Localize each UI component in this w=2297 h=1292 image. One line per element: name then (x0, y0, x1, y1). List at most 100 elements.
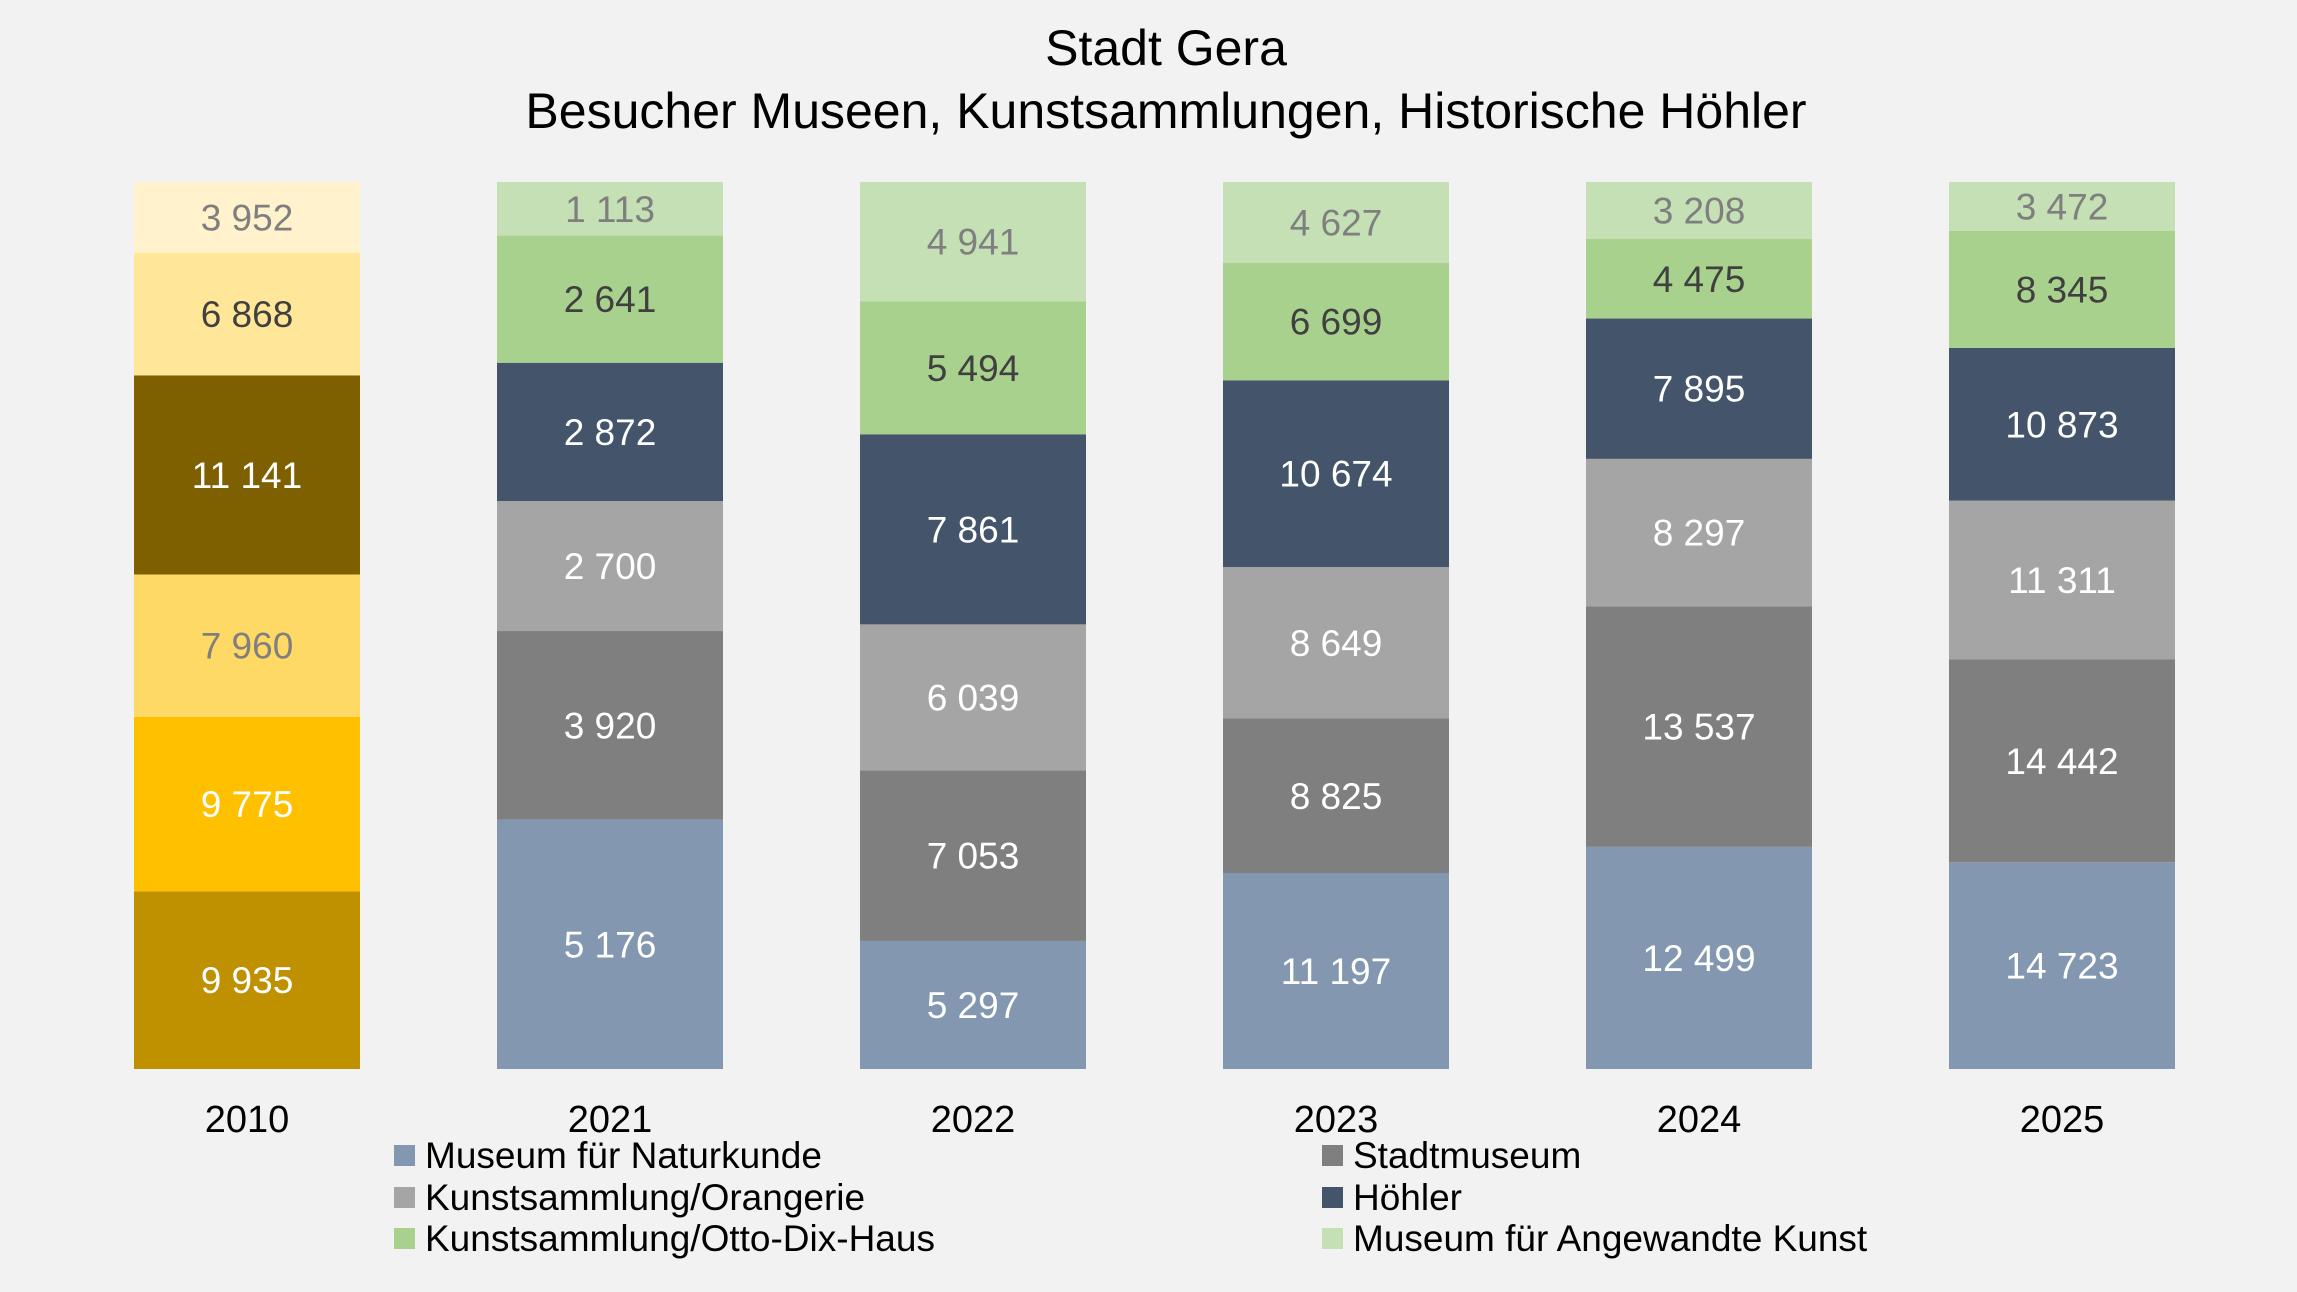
bar-segment-2021-hoehler-label: 2 872 (564, 412, 657, 453)
bar-segment-2024-kunstsammlung-orangerie (1586, 458, 1812, 607)
legend-item-museum-fuer-naturkunde: Museum für Naturkunde (394, 1135, 822, 1176)
bar-segment-2022-stadtmuseum-label: 7 053 (927, 836, 1020, 877)
legend-label: Museum für Naturkunde (425, 1135, 822, 1176)
bar-segment-2023-kunstsammlung-otto-dix-haus-label: 6 699 (1290, 302, 1383, 343)
bar-segment-2024-kunstsammlung-orangerie-label: 8 297 (1653, 513, 1746, 554)
bar-segment-2022-kunstsammlung-orangerie (860, 624, 1086, 771)
bar-segment-2024-stadtmuseum-label: 13 537 (1642, 707, 1755, 748)
legend-swatch (394, 1187, 415, 1208)
bar-segment-2010-1-label: 9 935 (201, 960, 294, 1001)
bar-segment-2010-4-label: 11 141 (192, 455, 302, 496)
bar-segment-2021-museum-fuer-naturkunde-label: 5 176 (564, 924, 657, 965)
bar-segment-2023-stadtmuseum-label: 8 825 (1290, 776, 1383, 817)
category-labels: 2010 2021 2022 2023 2024 2025 (205, 1099, 2105, 1141)
bar-segment-2025-hoehler-label: 10 873 (2005, 404, 2118, 445)
legend-item-stadtmuseum: Stadtmuseum (1322, 1135, 1581, 1176)
legend: Museum für Naturkunde Stadtmuseum Kunstsam… (394, 1135, 1868, 1259)
bar-segment-2023-kunstsammlung-otto-dix-haus (1223, 262, 1449, 381)
legend-item-kunstsammlung-orangerie: Kunstsammlung/Orangerie (394, 1177, 865, 1218)
bar-segment-2022-museum-fuer-angewandte-kunst (860, 182, 1086, 302)
bar-segment-2010-2 (134, 716, 360, 892)
legend-label: Stadtmuseum (1353, 1135, 1581, 1176)
bar-segment-2022-stadtmuseum (860, 770, 1086, 941)
bar-segment-2024-museum-fuer-naturkunde (1586, 846, 1812, 1069)
bar-segment-2023-museum-fuer-angewandte-kunst (1223, 182, 1449, 263)
legend-item-kunstsammlung-otto-dix-haus: Kunstsammlung/Otto-Dix-Haus (394, 1218, 935, 1259)
bar-segment-2022-kunstsammlung-orangerie-label: 6 039 (927, 677, 1020, 718)
bar-segment-2025-museum-fuer-naturkunde (1949, 862, 2175, 1069)
bar-segment-2023-museum-fuer-naturkunde-label: 11 197 (1281, 951, 1391, 992)
bar-segment-2025-stadtmuseum-label: 14 442 (2005, 741, 2118, 782)
bars-group: 9 935 9 775 7 960 11 141 6 868 3 952 5 176 3 92… (134, 182, 2175, 1069)
bar-segment-2023-kunstsammlung-orangerie-label: 8 649 (1290, 623, 1383, 664)
bar-segment-2021-museum-fuer-naturkunde (497, 819, 723, 1069)
bar-segment-2021-hoehler (497, 362, 723, 502)
bar-segment-2021-stadtmuseum (497, 631, 723, 820)
bar-segment-2025-hoehler (1949, 347, 2175, 501)
bar-segment-2010-5-label: 6 868 (201, 294, 294, 335)
legend-swatch (1322, 1145, 1343, 1166)
category-label-2022: 2022 (931, 1099, 1016, 1141)
bar-segment-2025-kunstsammlung-orangerie (1949, 500, 2175, 660)
bar-segment-2023-museum-fuer-naturkunde (1223, 872, 1449, 1069)
bar-segment-2022-hoehler (860, 434, 1086, 625)
bar-segment-2025-museum-fuer-angewandte-kunst (1949, 182, 2175, 231)
bar-segment-2021-stadtmuseum-label: 3 920 (564, 705, 657, 746)
bar-segment-2024-hoehler (1586, 318, 1812, 459)
bar-segment-2021-kunstsammlung-otto-dix-haus-label: 2 641 (564, 279, 657, 320)
bar-segment-2021-museum-fuer-angewandte-kunst (497, 182, 723, 236)
bar-segment-2010-6-label: 3 952 (201, 197, 294, 238)
legend-label: Museum für Angewandte Kunst (1353, 1218, 1868, 1259)
bar-segment-2025-kunstsammlung-orangerie-label: 11 311 (2008, 560, 2116, 601)
legend-label: Höhler (1353, 1177, 1462, 1218)
bar-segment-2025-stadtmuseum (1949, 659, 2175, 863)
bar-segment-2024-museum-fuer-angewandte-kunst-label: 3 208 (1653, 191, 1746, 232)
legend-label: Kunstsammlung/Orangerie (425, 1177, 865, 1218)
bar-segment-2024-kunstsammlung-otto-dix-haus-label: 4 475 (1653, 259, 1746, 300)
bar-segment-2022-museum-fuer-angewandte-kunst-label: 4 941 (927, 222, 1020, 263)
bar-segment-2010-3-label: 7 960 (201, 626, 294, 667)
legend-label: Kunstsammlung/Otto-Dix-Haus (425, 1218, 935, 1259)
bar-segment-2025-museum-fuer-naturkunde-label: 14 723 (2005, 946, 2118, 987)
bar-segment-2021-kunstsammlung-otto-dix-haus (497, 235, 723, 363)
bar-segment-2024-kunstsammlung-otto-dix-haus (1586, 239, 1812, 319)
bar-segment-2022-museum-fuer-naturkunde-label: 5 297 (927, 985, 1020, 1026)
category-label-2025: 2025 (2020, 1099, 2105, 1141)
bar-segment-2010-6 (134, 182, 360, 253)
category-label-2024: 2024 (1657, 1099, 1742, 1141)
bar-segment-2023-hoehler-label: 10 674 (1279, 454, 1392, 495)
legend-item-museum-fuer-angewandte-kunst: Museum für Angewandte Kunst (1322, 1218, 1868, 1259)
bar-segment-2024-museum-fuer-naturkunde-label: 12 499 (1642, 938, 1755, 979)
bar-segment-2010-5 (134, 252, 360, 376)
category-label-2010: 2010 (205, 1099, 290, 1141)
legend-swatch (394, 1145, 415, 1166)
bar-segment-2022-kunstsammlung-otto-dix-haus-label: 5 494 (927, 348, 1020, 389)
bar-segment-2023-museum-fuer-angewandte-kunst-label: 4 627 (1290, 202, 1383, 243)
bar-segment-2024-stadtmuseum (1586, 606, 1812, 847)
bar-segment-2021-kunstsammlung-orangerie (497, 501, 723, 632)
legend-item-hoehler: Höhler (1322, 1177, 1462, 1218)
chart-title-line-1: Stadt Gera (1045, 20, 1287, 76)
bar-segment-2024-hoehler-label: 7 895 (1653, 369, 1746, 410)
bar-segment-2010-4 (134, 375, 360, 575)
bar-segment-2021-museum-fuer-angewandte-kunst-label: 1 113 (565, 189, 655, 230)
bar-segment-2022-kunstsammlung-otto-dix-haus (860, 301, 1086, 435)
bar-segment-2022-museum-fuer-naturkunde (860, 940, 1086, 1069)
bar-segment-2010-3 (134, 574, 360, 717)
bar-segment-2023-stadtmuseum (1223, 718, 1449, 873)
legend-swatch (394, 1228, 415, 1249)
bar-segment-2025-museum-fuer-angewandte-kunst-label: 3 472 (2016, 186, 2109, 227)
bar-segment-2010-1 (134, 891, 360, 1069)
bar-segment-2010-2-label: 9 775 (201, 784, 294, 825)
bar-segment-2025-kunstsammlung-otto-dix-haus (1949, 230, 2175, 348)
category-label-2023: 2023 (1294, 1099, 1379, 1141)
bar-segment-2021-kunstsammlung-orangerie-label: 2 700 (564, 546, 657, 587)
category-label-2021: 2021 (568, 1099, 653, 1141)
bar-segment-2022-hoehler-label: 7 861 (927, 509, 1020, 550)
chart-title-line-2: Besucher Museen, Kunstsammlungen, Histor… (525, 83, 1806, 139)
bar-segment-2023-hoehler (1223, 380, 1449, 568)
bar-segment-2023-kunstsammlung-orangerie (1223, 567, 1449, 719)
bar-segment-2025-kunstsammlung-otto-dix-haus-label: 8 345 (2016, 269, 2109, 310)
legend-swatch (1322, 1187, 1343, 1208)
